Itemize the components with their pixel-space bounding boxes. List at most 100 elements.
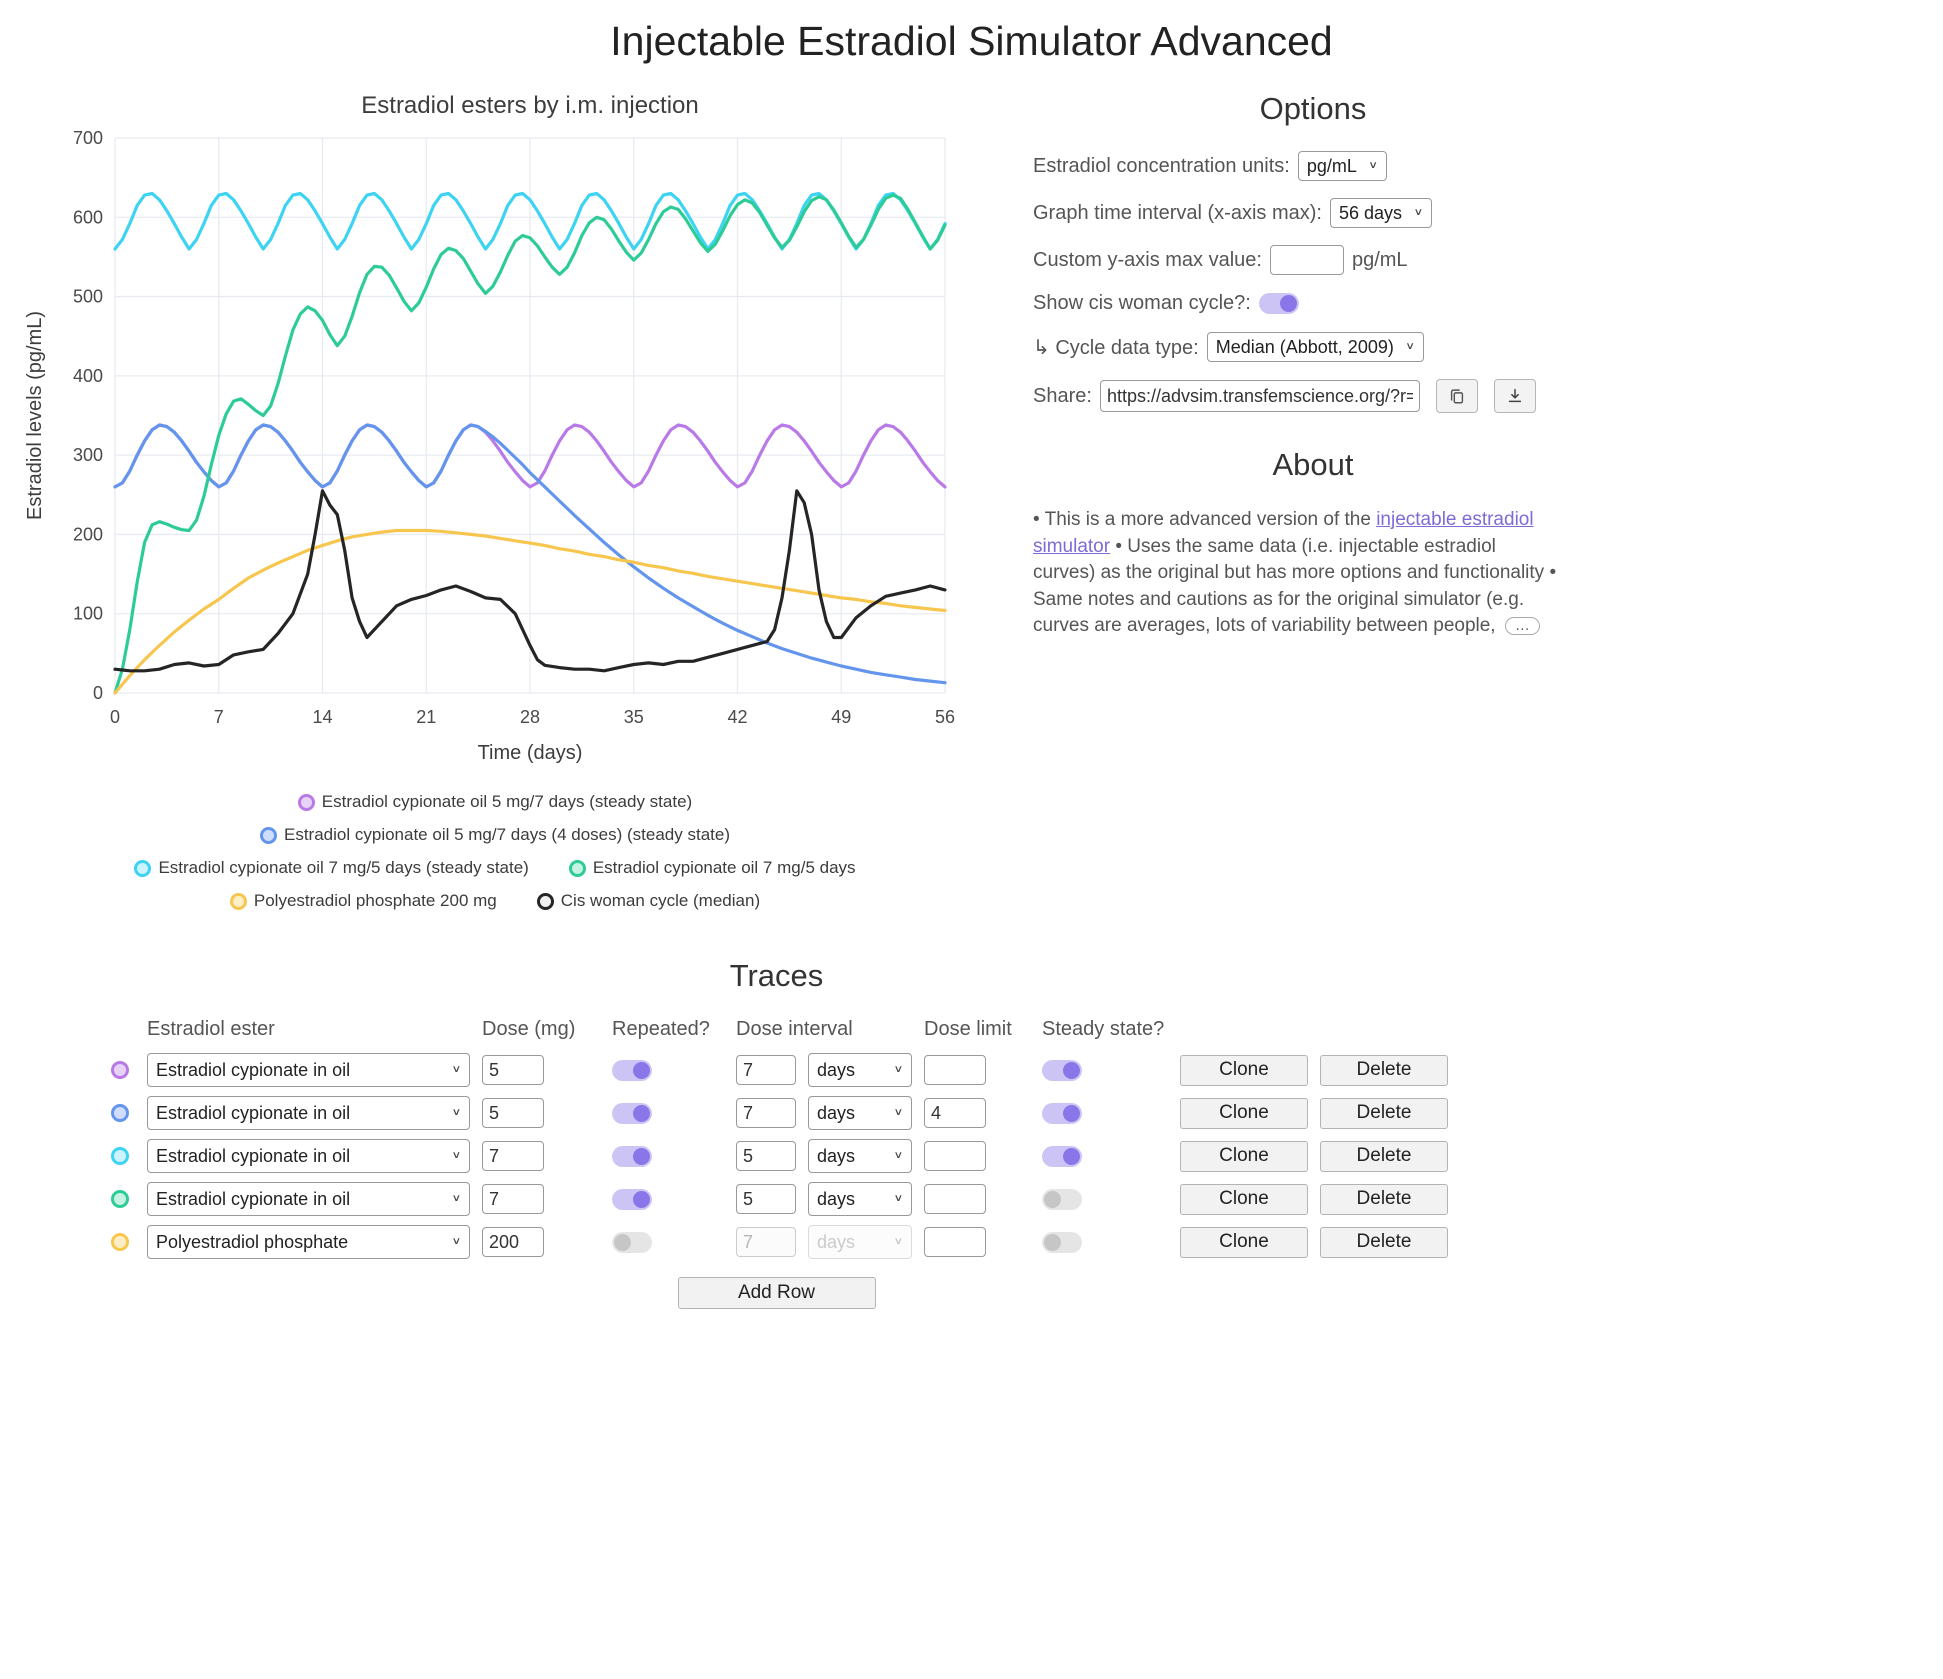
injectable-simulator-link[interactable]: injectable estradiol simulator (1033, 509, 1534, 557)
dose-input[interactable] (482, 1227, 544, 1257)
col-header-limit: Dose limit (924, 1018, 1012, 1040)
ymax-unit-label: pg/mL (1351, 248, 1408, 271)
dose-interval-input[interactable] (736, 1098, 796, 1128)
col-header-repeated: Repeated? (612, 1018, 710, 1040)
delete-button[interactable]: Delete (1320, 1097, 1448, 1129)
toggle-knob (1063, 1061, 1080, 1079)
cycle-toggle-row: Show cis woman cycle?: (1033, 292, 1593, 315)
legend-item[interactable]: Cis woman cycle (median) (536, 891, 761, 911)
dose-input[interactable] (482, 1141, 544, 1171)
dose-interval-input[interactable] (736, 1055, 796, 1085)
show-cycle-toggle[interactable] (1258, 293, 1299, 314)
legend-marker-icon (536, 892, 554, 910)
clone-button[interactable]: Clone (1180, 1054, 1308, 1086)
download-button[interactable] (1493, 379, 1536, 413)
dose-limit-input[interactable] (924, 1184, 986, 1214)
legend-label: Estradiol cypionate oil 5 mg/7 days (ste… (321, 792, 693, 811)
ester-select[interactable]: Estradiol cypionate in oil (147, 1053, 470, 1087)
time-interval-select[interactable]: 56 days (1329, 198, 1432, 228)
trace-color-marker (111, 1147, 129, 1165)
svg-text:Estradiol esters by i.m. injec: Estradiol esters by i.m. injection (361, 92, 698, 119)
expand-about-button[interactable]: … (1504, 617, 1540, 636)
chart-legend: Estradiol cypionate oil 5 mg/7 days (ste… (15, 792, 975, 911)
svg-text:0: 0 (110, 707, 120, 727)
svg-text:21: 21 (416, 707, 436, 727)
dose-interval-unit-select[interactable]: days (808, 1182, 912, 1216)
ymax-input[interactable] (1269, 245, 1344, 275)
cycle-type-select[interactable]: Median (Abbott, 2009) (1206, 332, 1424, 362)
delete-button[interactable]: Delete (1320, 1183, 1448, 1215)
traces-heading: Traces (729, 958, 824, 993)
legend-marker-icon (134, 859, 152, 877)
dose-limit-input[interactable] (924, 1098, 986, 1128)
delete-button[interactable]: Delete (1320, 1140, 1448, 1172)
toggle-knob (633, 1147, 650, 1165)
col-header-interval: Dose interval (736, 1018, 853, 1040)
estradiol-chart[interactable]: 0 100 200 300 400 500 600 700 0 7 14 21 28 35 42 49 56 Es… (15, 83, 975, 783)
legend-label: Polyestradiol phosphate 200 mg (253, 891, 497, 910)
dose-limit-input[interactable] (924, 1227, 986, 1257)
clone-button[interactable]: Clone (1180, 1097, 1308, 1129)
time-interval-row: Graph time interval (x-axis max): 56 day… (1033, 198, 1593, 228)
options-heading: Options (1259, 91, 1367, 126)
dose-limit-input[interactable] (924, 1055, 986, 1085)
dose-interval-input[interactable] (736, 1227, 796, 1257)
clone-button[interactable]: Clone (1180, 1226, 1308, 1258)
svg-text:Estradiol levels (pg/mL): Estradiol levels (pg/mL) (24, 311, 46, 520)
svg-text:0: 0 (93, 683, 103, 703)
units-row: Estradiol concentration units: pg/mL (1033, 151, 1593, 181)
ester-select[interactable]: Estradiol cypionate in oil (147, 1096, 470, 1130)
dose-limit-input[interactable] (924, 1141, 986, 1171)
dose-interval-unit-select[interactable]: days (808, 1139, 912, 1173)
dose-interval-unit-select[interactable]: days (808, 1096, 912, 1130)
legend-item[interactable]: Polyestradiol phosphate 200 mg (229, 891, 497, 911)
ester-select[interactable]: Estradiol cypionate in oil (147, 1182, 470, 1216)
steady-state-toggle[interactable] (1042, 1102, 1082, 1124)
repeated-toggle[interactable] (612, 1145, 652, 1167)
legend-marker-icon (297, 793, 315, 811)
clone-button[interactable]: Clone (1180, 1183, 1308, 1215)
delete-button[interactable]: Delete (1320, 1054, 1448, 1086)
legend-marker-icon (568, 859, 586, 877)
steady-state-toggle[interactable] (1042, 1231, 1082, 1253)
dose-interval-input[interactable] (736, 1141, 796, 1171)
add-row-button[interactable]: Add Row (677, 1277, 876, 1309)
repeated-toggle[interactable] (612, 1059, 652, 1081)
toggle-knob (633, 1104, 650, 1122)
ymax-label: Custom y-axis max value: (1033, 248, 1262, 271)
repeated-toggle[interactable] (612, 1188, 652, 1210)
steady-state-toggle[interactable] (1042, 1188, 1082, 1210)
steady-state-toggle[interactable] (1042, 1145, 1082, 1167)
dose-interval-unit-select[interactable]: days (808, 1053, 912, 1087)
trace-row: Polyestradiol phosphate days Clone Delete (105, 1225, 1448, 1259)
ester-select[interactable]: Estradiol cypionate in oil (147, 1139, 470, 1173)
copy-link-button[interactable] (1435, 379, 1478, 413)
repeated-toggle[interactable] (612, 1102, 652, 1124)
legend-item[interactable]: Estradiol cypionate oil 5 mg/7 days (ste… (297, 792, 693, 812)
dose-input[interactable] (482, 1184, 544, 1214)
ester-select[interactable]: Polyestradiol phosphate (147, 1225, 470, 1259)
units-select[interactable]: pg/mL (1297, 151, 1387, 181)
time-interval-label: Graph time interval (x-axis max): (1033, 201, 1322, 224)
cycle-type-label: ↳ Cycle data type: (1033, 336, 1199, 359)
trace-color-marker (111, 1190, 129, 1208)
legend-item[interactable]: Estradiol cypionate oil 5 mg/7 days (4 d… (260, 825, 730, 845)
share-url-input[interactable] (1099, 380, 1420, 412)
dose-input[interactable] (482, 1055, 544, 1085)
delete-button[interactable]: Delete (1320, 1226, 1448, 1258)
legend-item[interactable]: Estradiol cypionate oil 7 mg/5 days (ste… (134, 858, 529, 878)
dose-input[interactable] (482, 1098, 544, 1128)
trace-rows: Estradiol cypionate in oil days Clone Delet… (105, 1053, 1448, 1259)
svg-text:28: 28 (520, 707, 540, 727)
toggle-knob (1063, 1104, 1080, 1122)
repeated-toggle[interactable] (612, 1231, 652, 1253)
dose-interval-input[interactable] (736, 1184, 796, 1214)
steady-state-toggle[interactable] (1042, 1059, 1082, 1081)
clone-button[interactable]: Clone (1180, 1140, 1308, 1172)
trace-color-marker (111, 1061, 129, 1079)
dose-interval-unit-select[interactable]: days (808, 1225, 912, 1259)
legend-item[interactable]: Estradiol cypionate oil 7 mg/5 days (568, 858, 856, 878)
about-text: • This is a more advanced version of the… (1033, 509, 1557, 637)
legend-label: Cis woman cycle (median) (560, 891, 761, 910)
legend-label: Estradiol cypionate oil 7 mg/5 days (592, 858, 856, 877)
